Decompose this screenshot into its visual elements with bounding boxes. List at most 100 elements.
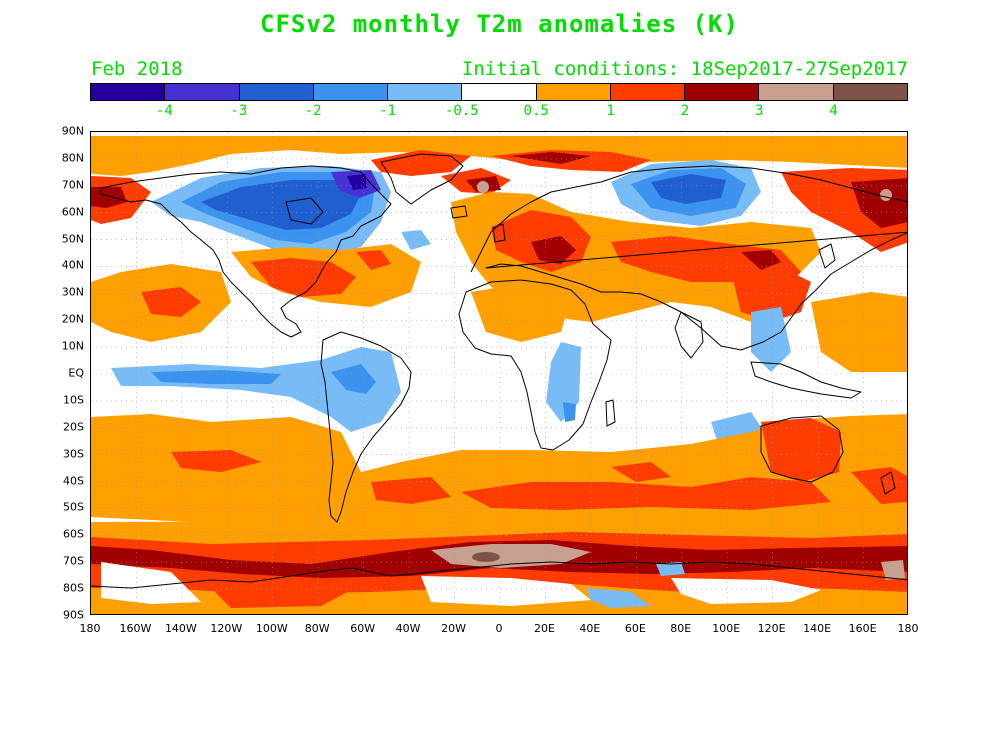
s-america-cold-blue: [331, 364, 376, 394]
china-red: [731, 267, 811, 322]
longitude-tick-label: 140W: [164, 622, 197, 635]
w-pacific-cold: [751, 307, 791, 372]
longitude-tick-label: 180: [897, 622, 919, 635]
latitude-tick-label: 30N: [61, 285, 84, 299]
sh-mid-red-3: [461, 477, 831, 510]
n-africa-orange: [471, 282, 571, 342]
antarctic-white-2: [421, 576, 591, 606]
antarctic-red-1: [211, 582, 351, 608]
antarctic-white-1: [101, 562, 201, 604]
coastlines: [91, 153, 907, 589]
latitude-tick-label: 10N: [61, 339, 84, 353]
antarctic-white-3: [671, 578, 821, 604]
longitude-tick-label: 100E: [712, 622, 741, 635]
valid-month-label: Feb 2018: [91, 58, 183, 80]
colorbar-tick-label: -2: [304, 103, 322, 119]
longitude-tick-label: 60E: [624, 622, 646, 635]
latitude-tick-label: 80N: [61, 151, 84, 165]
labrador-red: [356, 250, 391, 270]
colorbar-swatch: [833, 84, 907, 100]
madagascar-coast: [605, 399, 616, 427]
china-darkred: [741, 250, 781, 270]
arctic-darkred-1: [511, 152, 591, 164]
australia-coast: [760, 415, 844, 483]
latitude-tick-label: 10S: [63, 393, 84, 407]
na-cold-mid: [201, 180, 361, 230]
longitude-tick-label: 0: [495, 622, 503, 635]
longitude-tick-label: 20E: [533, 622, 555, 635]
latitude-tick-label: 50S: [63, 500, 84, 514]
latitude-tick-label: 60N: [61, 205, 84, 219]
latitude-tick-label: 20S: [63, 420, 84, 434]
longitude-tick-label: 80E: [670, 622, 692, 635]
latitude-tick-label: 60S: [63, 527, 84, 541]
colorbar-swatch: [165, 84, 240, 100]
longitude-tick-label: 180: [79, 622, 101, 635]
colorbar-swatch: [685, 84, 760, 100]
w-pacific-orange: [811, 292, 907, 372]
colorbar-swatch: [759, 84, 834, 100]
latitude-tick-label: 70N: [61, 178, 84, 192]
africa-cold-light: [546, 342, 581, 422]
longitude-tick-label: 60W: [350, 622, 376, 635]
latitude-tick-label: 80S: [63, 581, 84, 595]
hudson-bay-coast: [285, 197, 324, 225]
siberia-east-darkred: [851, 178, 907, 228]
longitude-tick-label: 40W: [395, 622, 421, 635]
latitude-tick-label: 90S: [63, 608, 84, 622]
latitude-tick-label: EQ: [68, 366, 84, 380]
sh-mid-red-4: [611, 462, 671, 482]
longitude-tick-label: 120E: [757, 622, 786, 635]
north-america-coast: [100, 165, 392, 338]
south-america-coast: [320, 331, 412, 523]
map-svg: [91, 132, 907, 614]
colorbar-tick-label: -4: [155, 103, 173, 119]
colorbar-swatch: [462, 84, 537, 100]
iceland-coast: [450, 205, 468, 219]
ross-sea-brown: [881, 560, 905, 580]
antarctic-cold-1: [586, 588, 651, 608]
colorbar-swatch: [610, 84, 686, 100]
africa-coast: [458, 279, 612, 451]
colorbar-swatch: [91, 84, 166, 100]
atlantic-cold-patch: [401, 230, 431, 250]
initial-conditions-label: Initial conditions: 18Sep2017-27Sep2017: [461, 58, 908, 80]
greenland-coast: [380, 153, 464, 205]
colorbar-tick-label: 4: [829, 103, 838, 119]
svalbard-brown: [477, 181, 489, 193]
latitude-tick-label: 20N: [61, 312, 84, 326]
latitude-tick-label: 30S: [63, 447, 84, 461]
graticule: [91, 132, 907, 614]
colorbar-tick-label: 3: [755, 103, 764, 119]
latitude-tick-label: 50N: [61, 232, 84, 246]
latitude-tick-label: 40N: [61, 258, 84, 272]
sh-mid-red-1: [171, 450, 261, 472]
longitude-tick-label: 100W: [255, 622, 288, 635]
colorbar-tick-label: -0.5: [444, 103, 479, 119]
latitude-tick-label: 40S: [63, 474, 84, 488]
us-warm-red: [251, 258, 356, 297]
e-pacific-cold-light: [111, 347, 401, 432]
anomaly-map: [90, 131, 908, 615]
colorbar-swatch: [536, 84, 611, 100]
colorbar-swatch: [388, 84, 463, 100]
sh-warm-red-5: [851, 467, 907, 504]
latitude-tick-label: 70S: [63, 554, 84, 568]
eurasia-coast: [470, 165, 907, 351]
india-coast: [674, 311, 704, 359]
alaska-darkred: [91, 187, 127, 208]
map-title: CFSv2 monthly T2m anomalies (K): [260, 10, 739, 38]
colorbar-tick-label: 0.5: [523, 103, 549, 119]
africa-cold-blue: [563, 402, 576, 422]
antarctica-coast: [91, 561, 907, 589]
colorbar-swatch: [313, 84, 389, 100]
europe-darkred: [531, 236, 576, 264]
colorbar-tick-label: 2: [680, 103, 690, 119]
new-zealand-coast: [880, 471, 896, 495]
siberia-east-brown: [880, 189, 892, 201]
siberia-cold-mid: [651, 174, 726, 204]
n-pacific-red: [141, 287, 201, 317]
uk-coast: [492, 223, 506, 243]
longitude-tick-label: 160W: [119, 622, 152, 635]
longitude-tick-label: 160E: [848, 622, 877, 635]
